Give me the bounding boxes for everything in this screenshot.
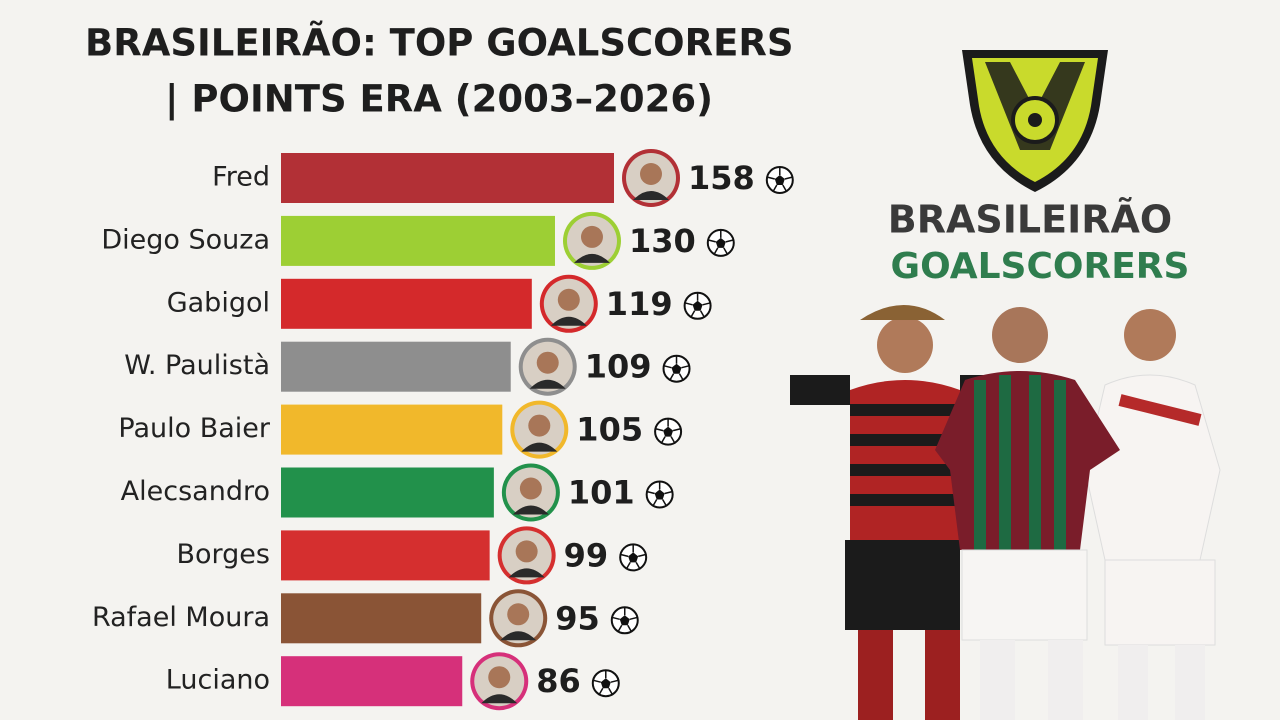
avatar-face [488,666,511,689]
ball-patch [628,552,639,563]
value-label: 105 [576,411,643,449]
ball-patch [715,237,726,248]
value-label: 119 [606,285,673,323]
bar [281,153,614,203]
value-label: 99 [564,536,609,574]
ball-lines [654,418,682,444]
ball-patch [619,615,630,626]
ball-icon [706,228,735,257]
players-illustration [790,305,1221,720]
avatar-face [515,540,538,563]
bar [281,404,503,455]
ball-patch [692,300,703,311]
logo-text: BRASILEIRÃO [888,198,1172,242]
avatar-face [519,477,542,500]
value-label: 130 [629,222,696,260]
ball-lines [766,167,793,193]
category-label: Rafael Moura [92,602,270,633]
bar [281,341,511,392]
avatar-body [550,316,587,326]
avatar-face [640,163,662,185]
bar [281,593,482,644]
avatar-face [536,351,559,374]
ball-icon [654,417,683,446]
ball-patch [671,363,682,374]
ball-icon [662,354,691,383]
avatar-body [521,442,558,452]
bar [281,467,494,518]
value-label: 158 [688,159,755,197]
category-label: Luciano [166,665,270,696]
category-label: W. Paulistà [124,350,270,381]
ball-patch [663,426,674,437]
category-label: Paulo Baier [118,413,271,444]
league-logo [962,50,1108,192]
ball-icon [591,669,620,698]
value-label: 86 [536,662,581,700]
bar [281,215,555,266]
avatar-body [573,253,610,263]
value-label: 101 [568,474,635,512]
category-label: Diego Souza [101,224,270,255]
ball-lines [620,544,647,570]
avatar-face [580,225,603,248]
category-label: Alecsandro [121,476,270,507]
category-label: Borges [177,539,271,570]
avatar-body [500,631,537,641]
ball-lines [663,355,690,382]
ball-lines [707,229,734,256]
ball-patch [600,678,611,689]
category-label: Fred [212,162,270,193]
ball-icon [610,606,639,635]
avatar-body [633,191,669,200]
bar [281,656,463,707]
ball-patch [774,175,785,185]
value-label: 95 [555,599,600,637]
title-line: | POINTS ERA (2003–2026) [165,78,713,121]
category-label: Gabigol [167,287,270,318]
avatar-body [529,379,566,389]
avatar-body [508,568,545,578]
ball-lines [611,607,638,633]
avatar-body [481,694,518,704]
ball-icon [619,543,648,572]
ball-lines [592,670,619,696]
ball-lines [646,481,673,507]
ball-icon [765,166,794,194]
value-label: 109 [585,348,652,386]
avatar-face [507,603,530,626]
avatar-face [528,414,551,437]
avatar-body [512,505,549,515]
ball-icon [683,291,712,320]
ball-lines [684,292,711,319]
avatar-face [557,288,580,311]
logo-text: GOALSCORERS [891,246,1190,287]
bar [281,278,532,329]
title-line: BRASILEIRÃO: TOP GOALSCORERS [85,21,794,65]
ball-patch [654,489,665,500]
ball-icon [645,480,674,509]
bar [281,530,490,581]
